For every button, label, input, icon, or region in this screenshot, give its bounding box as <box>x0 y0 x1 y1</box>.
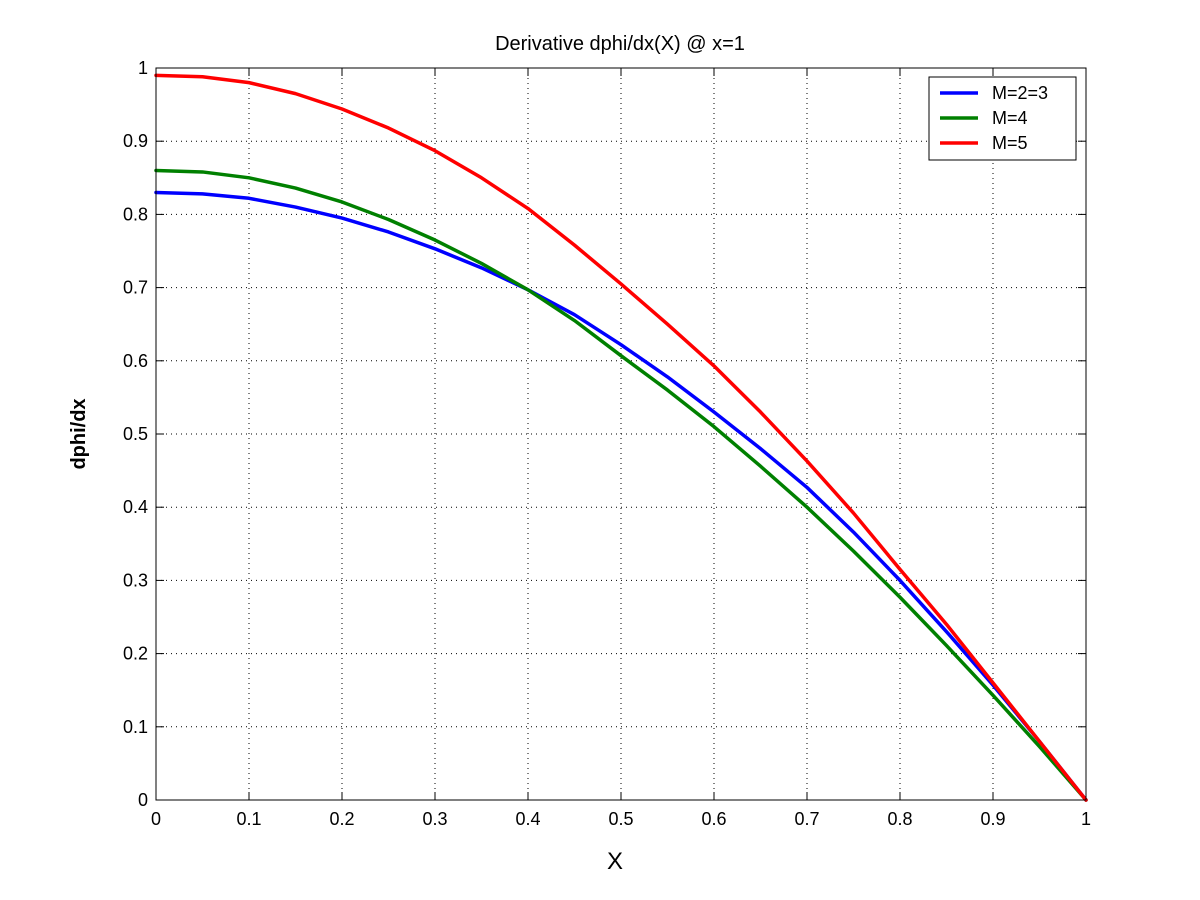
y-axis-label: dphi/dx <box>68 398 90 469</box>
y-tick-label: 0.9 <box>123 131 148 151</box>
series-layer <box>154 73 1088 802</box>
x-tick-label: 0.1 <box>236 809 261 829</box>
x-tick-label: 0 <box>151 809 161 829</box>
legend-label-m-2-3: M=2=3 <box>992 83 1048 103</box>
x-tick-label: 0.7 <box>794 809 819 829</box>
y-tick-label: 0 <box>138 790 148 810</box>
y-tick-label: 0.6 <box>123 351 148 371</box>
y-tick-label: 0.7 <box>123 278 148 298</box>
y-tick-label: 1 <box>138 58 148 78</box>
x-tick-label: 0.8 <box>887 809 912 829</box>
series-line-m-5 <box>154 73 1088 802</box>
grid-layer <box>156 68 1086 800</box>
x-axis-label: X <box>607 848 623 875</box>
legend-label-m-5: M=5 <box>992 133 1028 153</box>
x-tick-label: 0.5 <box>608 809 633 829</box>
chart-title: Derivative dphi/dx(X) @ x=1 <box>495 33 745 55</box>
y-tick-label: 0.8 <box>123 204 148 224</box>
legend-label-m-4: M=4 <box>992 108 1028 128</box>
series-line-m-2-3 <box>154 190 1088 802</box>
series-line-m-4 <box>154 168 1088 802</box>
y-tick-label: 0.4 <box>123 497 148 517</box>
legend-entries: M=2=3 M=4 M=5 <box>940 83 1048 153</box>
y-tick-label: 0.5 <box>123 424 148 444</box>
x-tick-label: 0.2 <box>329 809 354 829</box>
x-tick-label: 1 <box>1081 809 1091 829</box>
x-tick-label: 0.9 <box>980 809 1005 829</box>
y-tick-label: 0.1 <box>123 717 148 737</box>
x-tick-label: 0.4 <box>515 809 540 829</box>
x-tick-label: 0.3 <box>422 809 447 829</box>
legend: M=2=3 M=4 M=5 <box>928 76 1077 161</box>
y-tick-label: 0.3 <box>123 570 148 590</box>
y-tick-label: 0.2 <box>123 644 148 664</box>
x-tick-label: 0.6 <box>701 809 726 829</box>
tick-layer: 0 0.1 0.2 0.3 0.4 0.5 0.6 0.7 0.8 0.9 1 0 0.1 0.2 0.3 0… <box>123 58 1091 829</box>
